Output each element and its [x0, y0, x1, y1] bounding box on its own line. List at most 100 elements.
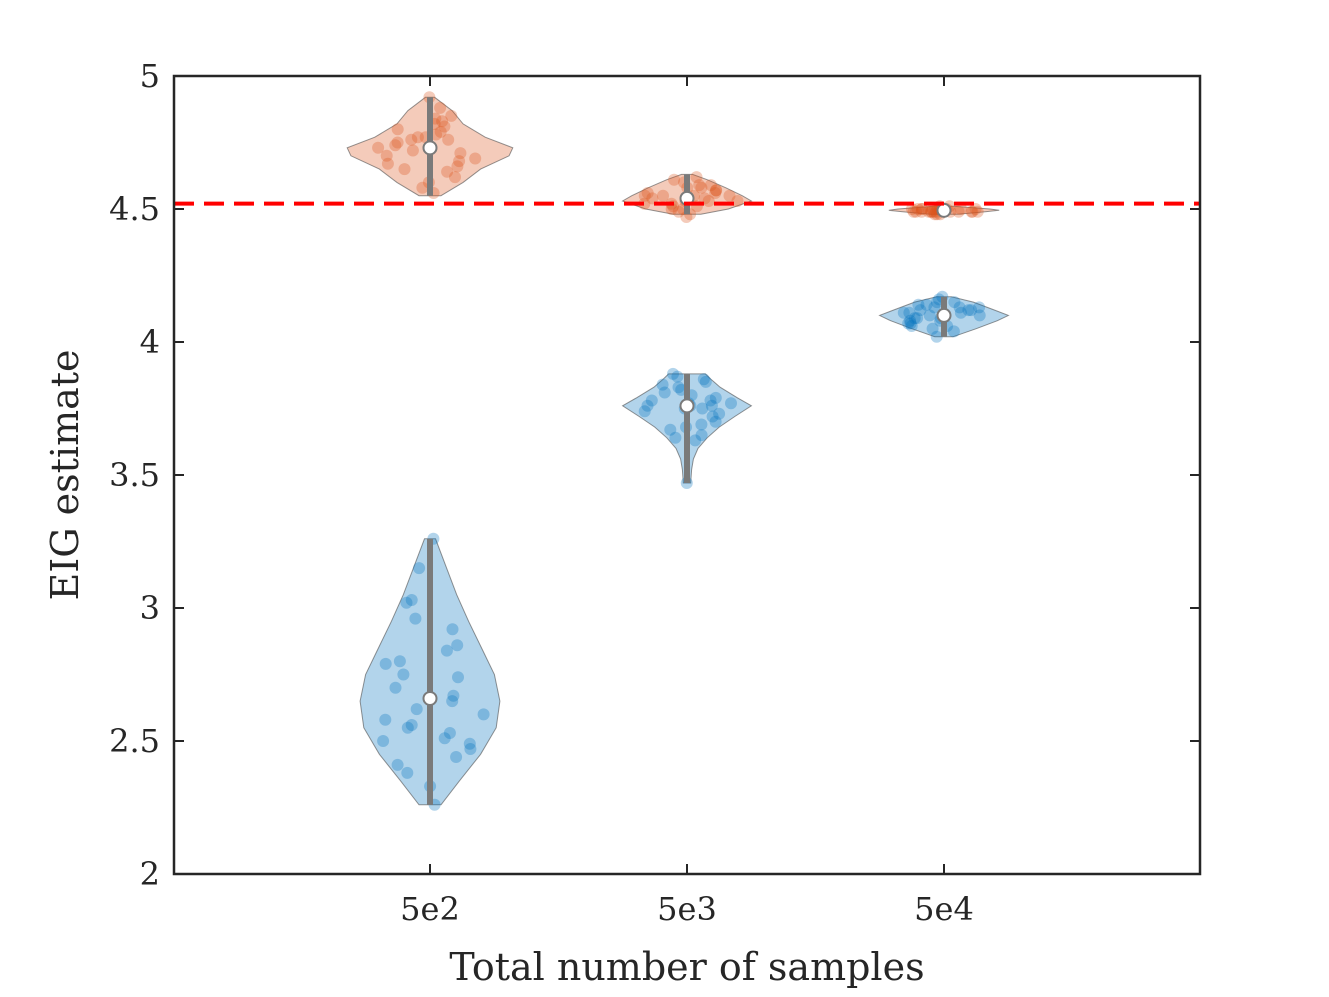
data-point-blue-5e2: [400, 596, 413, 609]
data-point-blue-5e2: [464, 743, 477, 755]
data-point-orange-5e2: [453, 155, 466, 168]
data-point-orange-5e4: [971, 205, 984, 218]
data-point-blue-5e3: [656, 378, 669, 391]
data-point-blue-5e4: [947, 325, 960, 338]
data-point-blue-5e3: [697, 373, 710, 386]
data-point-orange-5e3: [702, 195, 715, 207]
data-point-orange-5e2: [438, 120, 451, 133]
data-point-blue-5e2: [450, 751, 463, 763]
data-point-blue-5e2: [443, 727, 456, 739]
data-point-blue-5e2: [446, 623, 459, 636]
data-point-blue-5e4: [912, 298, 925, 311]
data-point-blue-5e4: [930, 330, 943, 343]
data-point-orange-5e4: [952, 205, 965, 218]
data-point-orange-5e4: [926, 203, 939, 215]
data-point-orange-5e4: [916, 203, 928, 215]
data-point-blue-5e2: [463, 737, 476, 750]
data-point-orange-5e3: [693, 179, 706, 192]
data-point-blue-5e2: [477, 708, 490, 721]
data-point-blue-5e2: [451, 639, 464, 652]
data-point-blue-5e4: [911, 312, 924, 325]
data-point-orange-5e4: [922, 205, 935, 218]
data-point-blue-5e3: [695, 418, 708, 431]
data-point-orange-5e3: [646, 192, 659, 205]
data-point-orange-5e4: [966, 205, 979, 218]
data-point-orange-5e3: [710, 184, 723, 197]
median-marker-blue-5e3: [679, 398, 695, 414]
median-marker-orange-5e2: [422, 140, 438, 156]
data-point-blue-5e2: [410, 703, 423, 716]
ticks-layer: 2 2.5 3 3.5 4 4.5 5 5e2 5e3 5e4: [109, 57, 1200, 928]
data-point-blue-5e4: [948, 296, 961, 309]
data-point-blue-5e4: [926, 322, 939, 335]
data-point-orange-5e2: [391, 123, 404, 136]
data-point-orange-5e2: [445, 109, 458, 122]
data-point-orange-5e3: [665, 203, 678, 215]
data-point-blue-5e3: [672, 381, 685, 394]
data-point-blue-5e4: [897, 306, 910, 319]
x-tick-label: 5e2: [400, 890, 460, 928]
data-point-blue-5e4: [965, 304, 978, 317]
data-point-orange-5e3: [695, 181, 708, 194]
data-point-blue-5e2: [447, 689, 460, 702]
data-point-blue-5e2: [452, 671, 464, 684]
y-axis-title: EIG estimate: [43, 349, 87, 600]
data-point-orange-5e4: [907, 205, 920, 218]
y-tick-label: 2: [140, 855, 160, 893]
data-point-orange-5e4: [915, 205, 928, 218]
data-point-blue-5e2: [446, 695, 459, 708]
y-tick-label: 3: [140, 589, 160, 627]
data-point-orange-5e3: [704, 179, 717, 192]
data-point-blue-5e4: [914, 304, 927, 317]
data-point-blue-5e2: [397, 668, 410, 681]
data-point-blue-5e4: [928, 301, 941, 314]
data-point-blue-5e3: [667, 367, 679, 380]
data-point-orange-5e2: [398, 163, 411, 176]
data-point-orange-5e2: [434, 125, 447, 138]
data-point-blue-5e2: [405, 719, 418, 731]
data-point-blue-5e4: [908, 312, 921, 325]
data-point-orange-5e4: [925, 205, 938, 218]
data-point-orange-5e4: [965, 205, 978, 218]
data-point-blue-5e2: [379, 713, 392, 726]
data-point-orange-5e2: [442, 133, 455, 146]
data-point-blue-5e3: [709, 391, 722, 404]
data-point-blue-5e2: [389, 681, 402, 694]
data-point-orange-5e3: [698, 192, 711, 205]
data-point-blue-5e2: [405, 594, 418, 606]
data-point-blue-5e4: [904, 317, 917, 330]
data-point-blue-5e3: [696, 402, 709, 415]
data-point-blue-5e2: [401, 721, 414, 734]
violins-layer: [346, 91, 1010, 811]
data-point-blue-5e4: [953, 301, 966, 314]
data-point-blue-5e3: [709, 415, 722, 428]
data-point-blue-5e4: [954, 306, 967, 319]
y-tick-label: 4.5: [109, 190, 160, 228]
data-point-blue-5e2: [377, 735, 390, 747]
data-point-blue-5e4: [931, 296, 943, 309]
data-point-blue-5e2: [391, 758, 404, 771]
median-marker-orange-5e4: [936, 202, 952, 218]
data-point-blue-5e2: [413, 562, 426, 575]
data-point-blue-5e3: [669, 431, 682, 444]
data-point-blue-5e3: [638, 405, 651, 418]
data-point-orange-5e3: [731, 195, 744, 207]
data-point-blue-5e3: [704, 394, 717, 407]
data-point-blue-5e3: [706, 410, 719, 423]
data-point-orange-5e4: [915, 203, 928, 215]
data-point-blue-5e3: [705, 399, 718, 412]
data-point-orange-5e3: [709, 187, 722, 199]
data-point-orange-5e2: [436, 115, 449, 128]
data-point-orange-5e2: [434, 101, 447, 114]
data-point-blue-5e3: [695, 429, 708, 442]
data-point-orange-5e4: [969, 203, 982, 215]
data-point-orange-5e2: [469, 152, 482, 165]
data-point-blue-5e3: [658, 386, 671, 399]
data-point-orange-5e3: [641, 187, 654, 199]
data-point-blue-5e4: [962, 304, 975, 317]
data-point-orange-5e3: [723, 189, 736, 202]
data-point-orange-5e2: [372, 141, 385, 154]
data-point-orange-5e2: [449, 171, 461, 184]
data-point-blue-5e2: [393, 655, 406, 668]
data-point-blue-5e3: [645, 394, 658, 407]
